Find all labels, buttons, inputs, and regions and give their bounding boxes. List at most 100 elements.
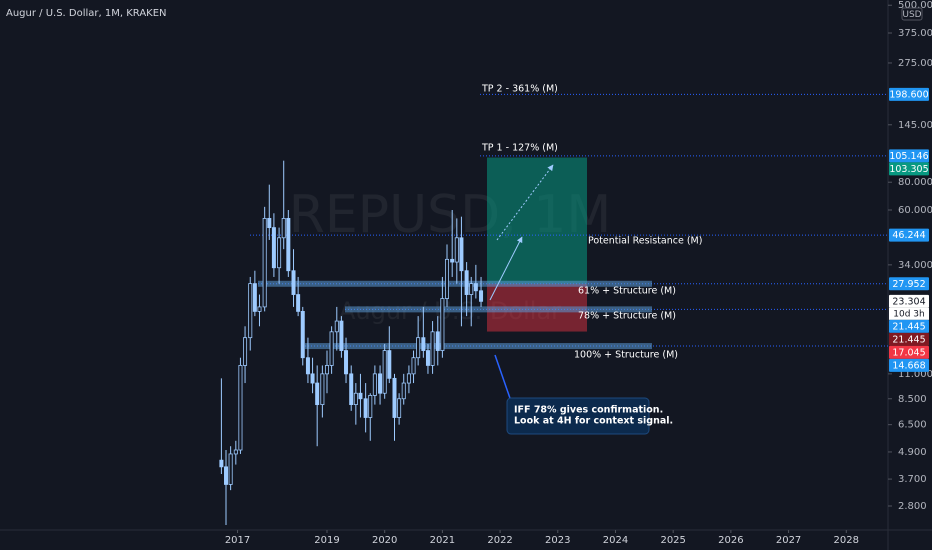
x-tick-label: 2022 (487, 535, 512, 546)
candle-body (469, 283, 474, 295)
price-label: 14.668 (892, 360, 925, 371)
candle-body (358, 392, 363, 400)
callout-pointer (494, 354, 513, 405)
candle-body (430, 331, 435, 366)
y-tick-label: 11.000 (898, 369, 932, 380)
x-tick-label: 2024 (603, 535, 628, 546)
x-tick-label: 2027 (776, 535, 801, 546)
countdown-box (889, 307, 929, 320)
candle-body (349, 373, 354, 406)
candle-body (411, 357, 416, 375)
candle-body (219, 459, 224, 468)
candle-body (243, 337, 248, 366)
y-tick-label: 6.500 (898, 420, 927, 431)
candle-body (363, 398, 368, 418)
candle-body (387, 350, 392, 379)
y-tick-label: 500.000 (898, 0, 932, 11)
chart-title: Augur / U.S. Dollar, 1M, KRAKEN (6, 8, 167, 19)
y-tick-label: 3.700 (898, 474, 927, 485)
y-tick-label: 375.000 (898, 28, 932, 39)
callout-text: Look at 4H for context signal. (514, 416, 673, 427)
candle-body (224, 466, 229, 485)
price-label-box (889, 277, 929, 291)
candle-body (238, 365, 243, 451)
x-tick-label: 2020 (372, 535, 397, 546)
candle-body (372, 373, 377, 396)
candle-body (286, 218, 291, 272)
callout-box (506, 397, 650, 435)
candle-body (454, 237, 459, 263)
price-label: 103.305 (889, 164, 928, 175)
candle-body (464, 270, 469, 295)
y-tick-label: 34.000 (898, 260, 932, 271)
candle-body (435, 331, 440, 351)
y-tick-label: 8.500 (898, 394, 927, 405)
structure-band (258, 280, 652, 287)
candle-body (271, 227, 276, 269)
price-label: 105.146 (889, 151, 928, 162)
candle-body (421, 337, 426, 351)
candle-body (378, 373, 383, 394)
price-label-box (889, 345, 929, 359)
candle-body (473, 283, 478, 292)
x-tick-label: 2026 (718, 535, 743, 546)
x-tick-label: 2025 (660, 535, 685, 546)
y-tick-label: 4.900 (898, 447, 927, 458)
candle-body (416, 337, 421, 359)
candle-body (310, 373, 315, 384)
candle-body (262, 218, 267, 308)
candle-body (248, 283, 253, 339)
price-label: 23.304 (892, 296, 925, 307)
candle-body (291, 270, 296, 295)
candle-body (300, 310, 305, 359)
candle-body (315, 382, 320, 406)
candle-body (445, 258, 450, 299)
candle-body (450, 258, 455, 263)
y-tick-label: 80.000 (898, 177, 932, 188)
callout-text: IFF 78% gives confirmation. (514, 405, 663, 416)
structure-band (345, 306, 652, 313)
price-label: 21.445 (892, 334, 925, 345)
annotation: 78% + Structure (M) (578, 311, 676, 322)
price-label-box (889, 294, 929, 308)
structure-band (305, 343, 652, 350)
x-tick-label: 2028 (834, 535, 859, 546)
price-label: 17.045 (892, 347, 925, 358)
price-label: 198.600 (889, 89, 928, 100)
candle-body (406, 373, 411, 384)
candle-body (368, 395, 373, 418)
candle-body (329, 331, 334, 366)
x-tick-label: 2017 (225, 535, 250, 546)
arrow (489, 236, 523, 301)
y-tick-label: 145.000 (898, 120, 932, 131)
x-tick-label: 2023 (545, 535, 570, 546)
candle-body (353, 392, 358, 406)
candle-body (459, 237, 464, 272)
candle-body (228, 453, 233, 485)
price-label-box (889, 87, 929, 101)
candle-body (382, 350, 387, 394)
y-tick-label: 275.000 (898, 58, 932, 69)
price-label: 46.244 (892, 230, 925, 241)
candle-body (252, 283, 257, 312)
annotation: 61% + Structure (M) (578, 286, 676, 297)
price-label-box (889, 319, 929, 333)
candle-body (401, 382, 406, 400)
price-label: 27.952 (892, 279, 925, 290)
candle-body (296, 294, 301, 312)
candle-body (344, 350, 349, 375)
candle-body (392, 377, 397, 418)
candle-body (334, 320, 339, 333)
price-label-box (889, 149, 929, 163)
countdown: 10d 3h (893, 309, 924, 319)
annotation: Potential Resistance (M) (588, 236, 702, 247)
candle-body (305, 357, 310, 375)
annotation: TP 2 - 361% (M) (481, 84, 558, 95)
candle-body (425, 350, 430, 366)
candle-body (233, 449, 238, 455)
price-label-box (889, 228, 929, 242)
y-tick-label: 2.800 (898, 501, 927, 512)
x-tick-label: 2019 (314, 535, 339, 546)
